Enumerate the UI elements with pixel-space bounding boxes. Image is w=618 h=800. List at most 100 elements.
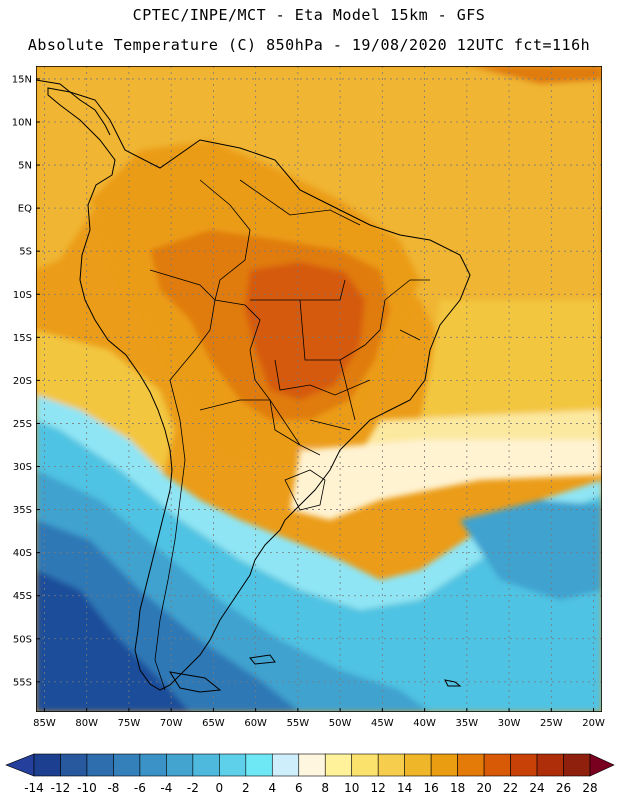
border-chile-argentina (154, 379, 186, 691)
colorbar-swatch (536, 753, 564, 777)
colorbar: -14 -12 -10 -8 -6 -4 -2 0 2 4 6 8 10 12 14 16 18 20 22 24 26… (5, 753, 615, 795)
colorbar-label: 22 (503, 781, 518, 795)
lat-label: 40S (13, 548, 32, 559)
colorbar-label: 4 (268, 781, 276, 795)
field-atlantic-yellow (420, 300, 602, 430)
latitude-labels: 15N 10N 5N EQ 5S 10S 15S 20S 25S 30S 35S 40S 45S 50S 5… (12, 74, 40, 688)
colorbar-swatch (113, 753, 141, 777)
lat-label: 55S (13, 677, 32, 688)
colorbar-label: -6 (134, 781, 146, 795)
colorbar-under-arrow (5, 753, 35, 777)
field-caribbean-warm (470, 66, 602, 84)
lon-label: 65W (202, 718, 225, 729)
colorbar-label: 8 (321, 781, 329, 795)
longitude-labels: 85W 80W 75W 70W 65W 60W 55W 50W 45W 40W 35W 30W 25W 2… (33, 708, 605, 729)
lat-label: 20S (13, 376, 32, 387)
lon-label: 80W (75, 718, 98, 729)
colorbar-swatch (324, 753, 353, 777)
lat-lon-grid (36, 66, 602, 712)
field-hot-spot (245, 262, 365, 400)
border-peru-bolivia (149, 269, 216, 381)
south-georgia (444, 679, 462, 687)
lat-label: 10N (12, 117, 32, 128)
lon-label: 20W (582, 718, 605, 729)
lon-label: 50W (329, 718, 352, 729)
colorbar-label: 6 (295, 781, 303, 795)
field-atlantic-blue (460, 500, 602, 600)
lon-label: 30W (498, 718, 521, 729)
lon-label: 45W (371, 718, 394, 729)
colorbar-label: 14 (397, 781, 412, 795)
title-line-2: Absolute Temperature (C) 850hPa - 19/08/… (27, 36, 591, 54)
field-light-cyan (36, 395, 602, 610)
lat-label: 10S (13, 290, 32, 301)
lat-label: 45S (13, 591, 32, 602)
colorbar-label: -10 (77, 781, 97, 795)
tierra-del-fuego (168, 671, 222, 693)
lat-label: EQ (18, 204, 32, 215)
country-borders (149, 179, 430, 691)
colorbar-swatch (404, 753, 432, 777)
colorbar-swatch (510, 753, 538, 777)
lon-label: 55W (287, 718, 310, 729)
colorbar-over-arrow (589, 753, 615, 777)
lon-label: 75W (118, 718, 141, 729)
lat-label: 5N (18, 161, 32, 172)
lon-label: 35W (456, 718, 479, 729)
border-argentina-north (199, 399, 301, 446)
colorbar-label: 16 (424, 781, 439, 795)
colorbar-label: 28 (582, 781, 597, 795)
colorbar-swatch (483, 753, 511, 777)
lon-label: 85W (33, 718, 56, 729)
south-america-outline (47, 87, 471, 691)
lon-label: 60W (244, 718, 267, 729)
colorbar-swatch (33, 753, 61, 777)
colorbar-swatch (219, 753, 247, 777)
colorbar-label: 0 (216, 781, 224, 795)
colorbar-swatch (60, 753, 88, 777)
lat-label: 35S (13, 505, 32, 516)
colorbar-label: 18 (450, 781, 465, 795)
colorbar-swatch (245, 753, 273, 777)
colorbar-label: -8 (107, 781, 119, 795)
lat-label: 50S (13, 634, 32, 645)
colorbar-label: 20 (476, 781, 491, 795)
colorbar-label: -4 (160, 781, 172, 795)
colorbar-swatch (271, 753, 300, 777)
colorbar-label: -14 (24, 781, 44, 795)
border-uruguay (284, 469, 326, 511)
lat-label: 5S (19, 247, 32, 258)
falkland-islands (249, 654, 276, 665)
colorbar-label: -2 (187, 781, 199, 795)
colorbar-swatch (86, 753, 114, 777)
colorbar-swatch (298, 753, 326, 777)
colorbar-swatch (430, 753, 458, 777)
central-america-outline (36, 79, 111, 136)
border-brazil-states (250, 279, 430, 431)
lat-label: 25S (13, 419, 32, 430)
field-pale (290, 440, 602, 520)
field-far-south (36, 570, 190, 712)
lon-label: 25W (540, 718, 563, 729)
colorbar-swatch (351, 753, 379, 777)
lat-label: 30S (13, 462, 32, 473)
colorbar-swatch (457, 753, 485, 777)
title-line-1: CPTEC/INPE/MCT - Eta Model 15km - GFS (132, 6, 486, 24)
colorbar-label: 12 (371, 781, 386, 795)
colorbar-label: 2 (242, 781, 250, 795)
temperature-field (36, 66, 602, 712)
colorbar-swatch (166, 753, 194, 777)
border-brazil-west (199, 179, 321, 456)
border-brazil-north (239, 179, 361, 226)
colorbar-swatch (139, 753, 167, 777)
colorbar-label: -12 (51, 781, 71, 795)
lon-label: 40W (413, 718, 436, 729)
colorbar-swatch (192, 753, 220, 777)
colorbar-label: 24 (529, 781, 544, 795)
lon-label: 70W (160, 718, 183, 729)
colorbar-swatch (563, 753, 591, 777)
colorbar-label: 26 (556, 781, 571, 795)
colorbar-swatch (377, 753, 405, 777)
lat-label: 15S (13, 333, 32, 344)
